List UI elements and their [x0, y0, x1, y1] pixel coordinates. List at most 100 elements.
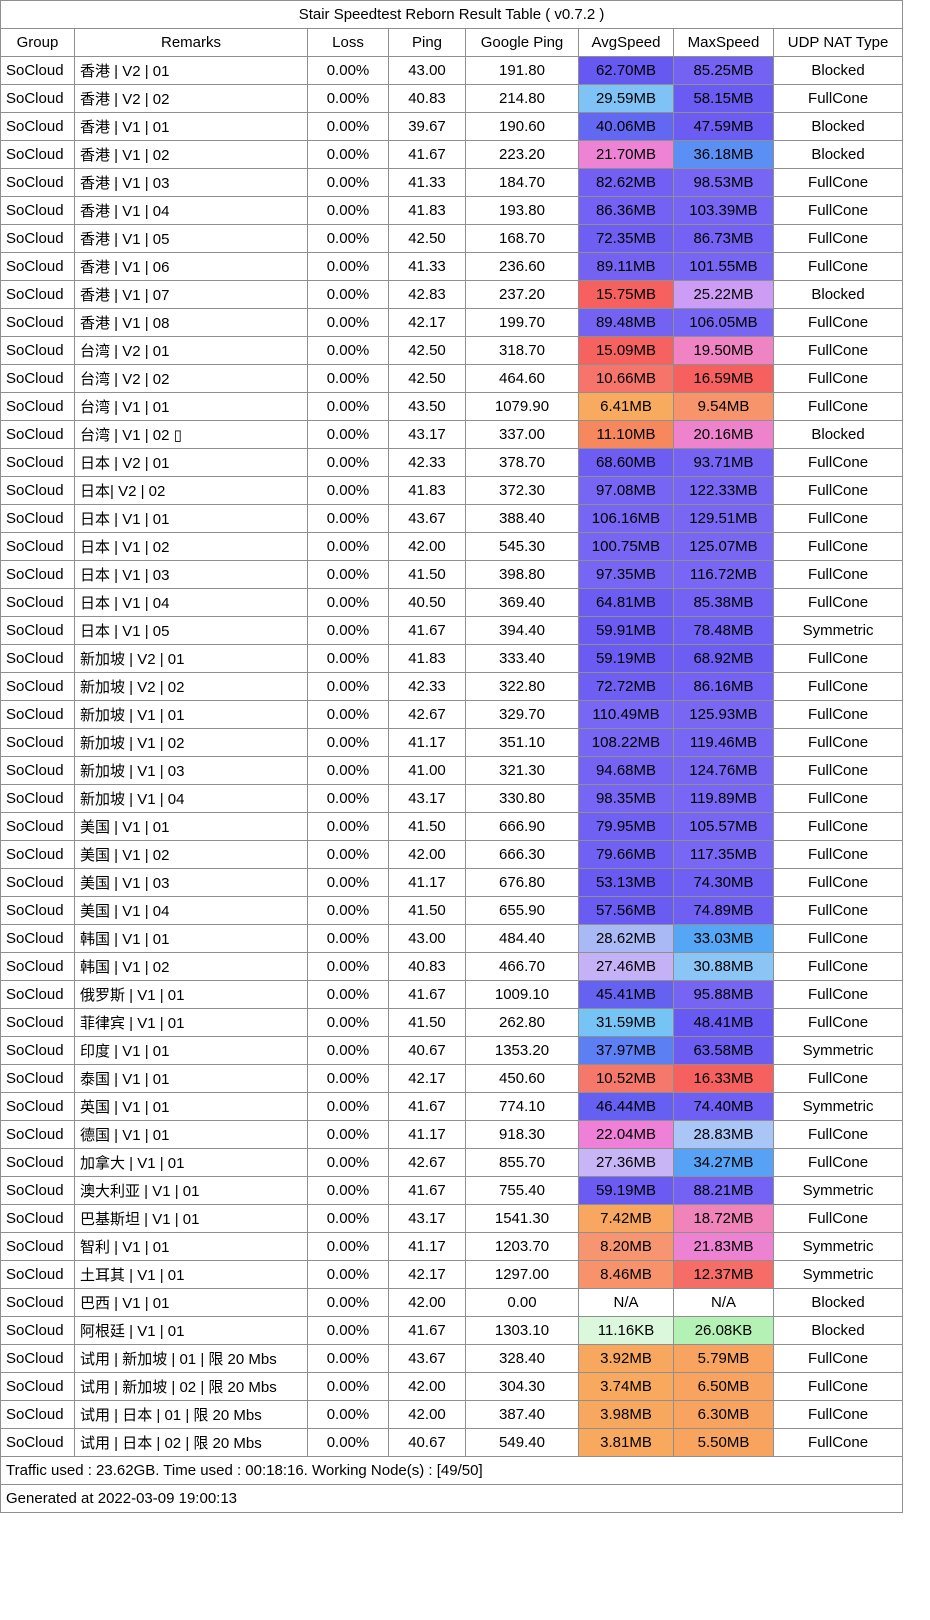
- google-ping-cell: 388.40: [465, 504, 579, 533]
- google-ping-cell: 1009.10: [465, 980, 579, 1009]
- header-row: Group Remarks Loss Ping Google Ping AvgS…: [0, 28, 904, 57]
- ping-cell: 43.00: [388, 924, 466, 953]
- group-cell: SoCloud: [0, 1148, 75, 1177]
- remarks-cell: 香港 | V1 | 03: [74, 168, 308, 197]
- loss-cell: 0.00%: [307, 924, 389, 953]
- google-ping-cell: 262.80: [465, 1008, 579, 1037]
- remarks-cell: 日本 | V1 | 01: [74, 504, 308, 533]
- ping-cell: 41.67: [388, 1176, 466, 1205]
- maxspeed-cell: 26.08KB: [673, 1316, 774, 1345]
- table-row: SoCloud 韩国 | V1 | 02 0.00% 40.83 466.70 …: [0, 952, 904, 981]
- table-row: SoCloud 日本 | V1 | 04 0.00% 40.50 369.40 …: [0, 588, 904, 617]
- column-header-loss: Loss: [307, 28, 389, 57]
- group-cell: SoCloud: [0, 1204, 75, 1233]
- avgspeed-cell: 72.35MB: [578, 224, 674, 253]
- ping-cell: 40.83: [388, 952, 466, 981]
- loss-cell: 0.00%: [307, 336, 389, 365]
- avgspeed-cell: 22.04MB: [578, 1120, 674, 1149]
- group-cell: SoCloud: [0, 1064, 75, 1093]
- group-cell: SoCloud: [0, 140, 75, 169]
- remarks-cell: 香港 | V1 | 01: [74, 112, 308, 141]
- nat-type-cell: FullCone: [772, 532, 904, 561]
- table-row: SoCloud 日本 | V1 | 01 0.00% 43.67 388.40 …: [0, 504, 904, 533]
- nat-type-cell: FullCone: [772, 84, 904, 113]
- table-row: SoCloud 新加坡 | V1 | 02 0.00% 41.17 351.10…: [0, 728, 904, 757]
- group-cell: SoCloud: [0, 84, 75, 113]
- loss-cell: 0.00%: [307, 140, 389, 169]
- remarks-cell: 香港 | V1 | 06: [74, 252, 308, 281]
- avgspeed-cell: 21.70MB: [578, 140, 674, 169]
- nat-type-cell: FullCone: [772, 448, 904, 477]
- avgspeed-cell: 29.59MB: [578, 84, 674, 113]
- remarks-cell: 印度 | V1 | 01: [74, 1036, 308, 1065]
- table-row: SoCloud 试用 | 新加坡 | 01 | 限 20 Mbs 0.00% 4…: [0, 1344, 904, 1373]
- remarks-cell: 香港 | V1 | 02: [74, 140, 308, 169]
- table-row: SoCloud 日本 | V1 | 02 0.00% 42.00 545.30 …: [0, 532, 904, 561]
- google-ping-cell: 369.40: [465, 588, 579, 617]
- maxspeed-cell: 16.59MB: [673, 364, 774, 393]
- remarks-cell: 美国 | V1 | 04: [74, 896, 308, 925]
- ping-cell: 41.17: [388, 728, 466, 757]
- loss-cell: 0.00%: [307, 504, 389, 533]
- nat-type-cell: FullCone: [772, 1148, 904, 1177]
- ping-cell: 43.17: [388, 1204, 466, 1233]
- remarks-cell: 香港 | V1 | 08: [74, 308, 308, 337]
- ping-cell: 42.00: [388, 532, 466, 561]
- avgspeed-cell: 45.41MB: [578, 980, 674, 1009]
- avgspeed-cell: 27.36MB: [578, 1148, 674, 1177]
- avgspeed-cell: 10.66MB: [578, 364, 674, 393]
- loss-cell: 0.00%: [307, 728, 389, 757]
- maxspeed-cell: 116.72MB: [673, 560, 774, 589]
- table-row: SoCloud 巴基斯坦 | V1 | 01 0.00% 43.17 1541.…: [0, 1204, 904, 1233]
- maxspeed-cell: 12.37MB: [673, 1260, 774, 1289]
- nat-type-cell: Symmetric: [772, 1176, 904, 1205]
- avgspeed-cell: 3.98MB: [578, 1400, 674, 1429]
- remarks-cell: 美国 | V1 | 01: [74, 812, 308, 841]
- google-ping-cell: 333.40: [465, 644, 579, 673]
- avgspeed-cell: 108.22MB: [578, 728, 674, 757]
- column-header-remarks: Remarks: [74, 28, 308, 57]
- table-row: SoCloud 香港 | V1 | 04 0.00% 41.83 193.80 …: [0, 196, 904, 225]
- maxspeed-cell: 74.40MB: [673, 1092, 774, 1121]
- google-ping-cell: 330.80: [465, 784, 579, 813]
- nat-type-cell: FullCone: [772, 924, 904, 953]
- maxspeed-cell: 30.88MB: [673, 952, 774, 981]
- loss-cell: 0.00%: [307, 168, 389, 197]
- google-ping-cell: 398.80: [465, 560, 579, 589]
- loss-cell: 0.00%: [307, 1288, 389, 1317]
- google-ping-cell: 337.00: [465, 420, 579, 449]
- maxspeed-cell: 68.92MB: [673, 644, 774, 673]
- generated-row: Generated at 2022-03-09 19:00:13: [0, 1484, 904, 1513]
- table-row: SoCloud 日本| V2 | 02 0.00% 41.83 372.30 9…: [0, 476, 904, 505]
- nat-type-cell: FullCone: [772, 980, 904, 1009]
- avgspeed-cell: 15.09MB: [578, 336, 674, 365]
- nat-type-cell: Symmetric: [772, 1092, 904, 1121]
- nat-type-cell: Blocked: [772, 140, 904, 169]
- loss-cell: 0.00%: [307, 364, 389, 393]
- table-row: SoCloud 德国 | V1 | 01 0.00% 41.17 918.30 …: [0, 1120, 904, 1149]
- remarks-cell: 台湾 | V1 | 01: [74, 392, 308, 421]
- remarks-cell: 新加坡 | V1 | 01: [74, 700, 308, 729]
- nat-type-cell: FullCone: [772, 224, 904, 253]
- loss-cell: 0.00%: [307, 896, 389, 925]
- loss-cell: 0.00%: [307, 840, 389, 869]
- group-cell: SoCloud: [0, 224, 75, 253]
- remarks-cell: 美国 | V1 | 02: [74, 840, 308, 869]
- remarks-cell: 台湾 | V2 | 01: [74, 336, 308, 365]
- maxspeed-cell: 105.57MB: [673, 812, 774, 841]
- google-ping-cell: 214.80: [465, 84, 579, 113]
- ping-cell: 43.17: [388, 420, 466, 449]
- group-cell: SoCloud: [0, 476, 75, 505]
- ping-cell: 41.50: [388, 1008, 466, 1037]
- table-row: SoCloud 泰国 | V1 | 01 0.00% 42.17 450.60 …: [0, 1064, 904, 1093]
- table-row: SoCloud 台湾 | V1 | 02 ▯ 0.00% 43.17 337.0…: [0, 420, 904, 449]
- maxspeed-cell: 6.30MB: [673, 1400, 774, 1429]
- maxspeed-cell: 122.33MB: [673, 476, 774, 505]
- ping-cell: 42.50: [388, 224, 466, 253]
- nat-type-cell: FullCone: [772, 196, 904, 225]
- avgspeed-cell: 8.46MB: [578, 1260, 674, 1289]
- loss-cell: 0.00%: [307, 700, 389, 729]
- avgspeed-cell: 110.49MB: [578, 700, 674, 729]
- avgspeed-cell: 86.36MB: [578, 196, 674, 225]
- group-cell: SoCloud: [0, 196, 75, 225]
